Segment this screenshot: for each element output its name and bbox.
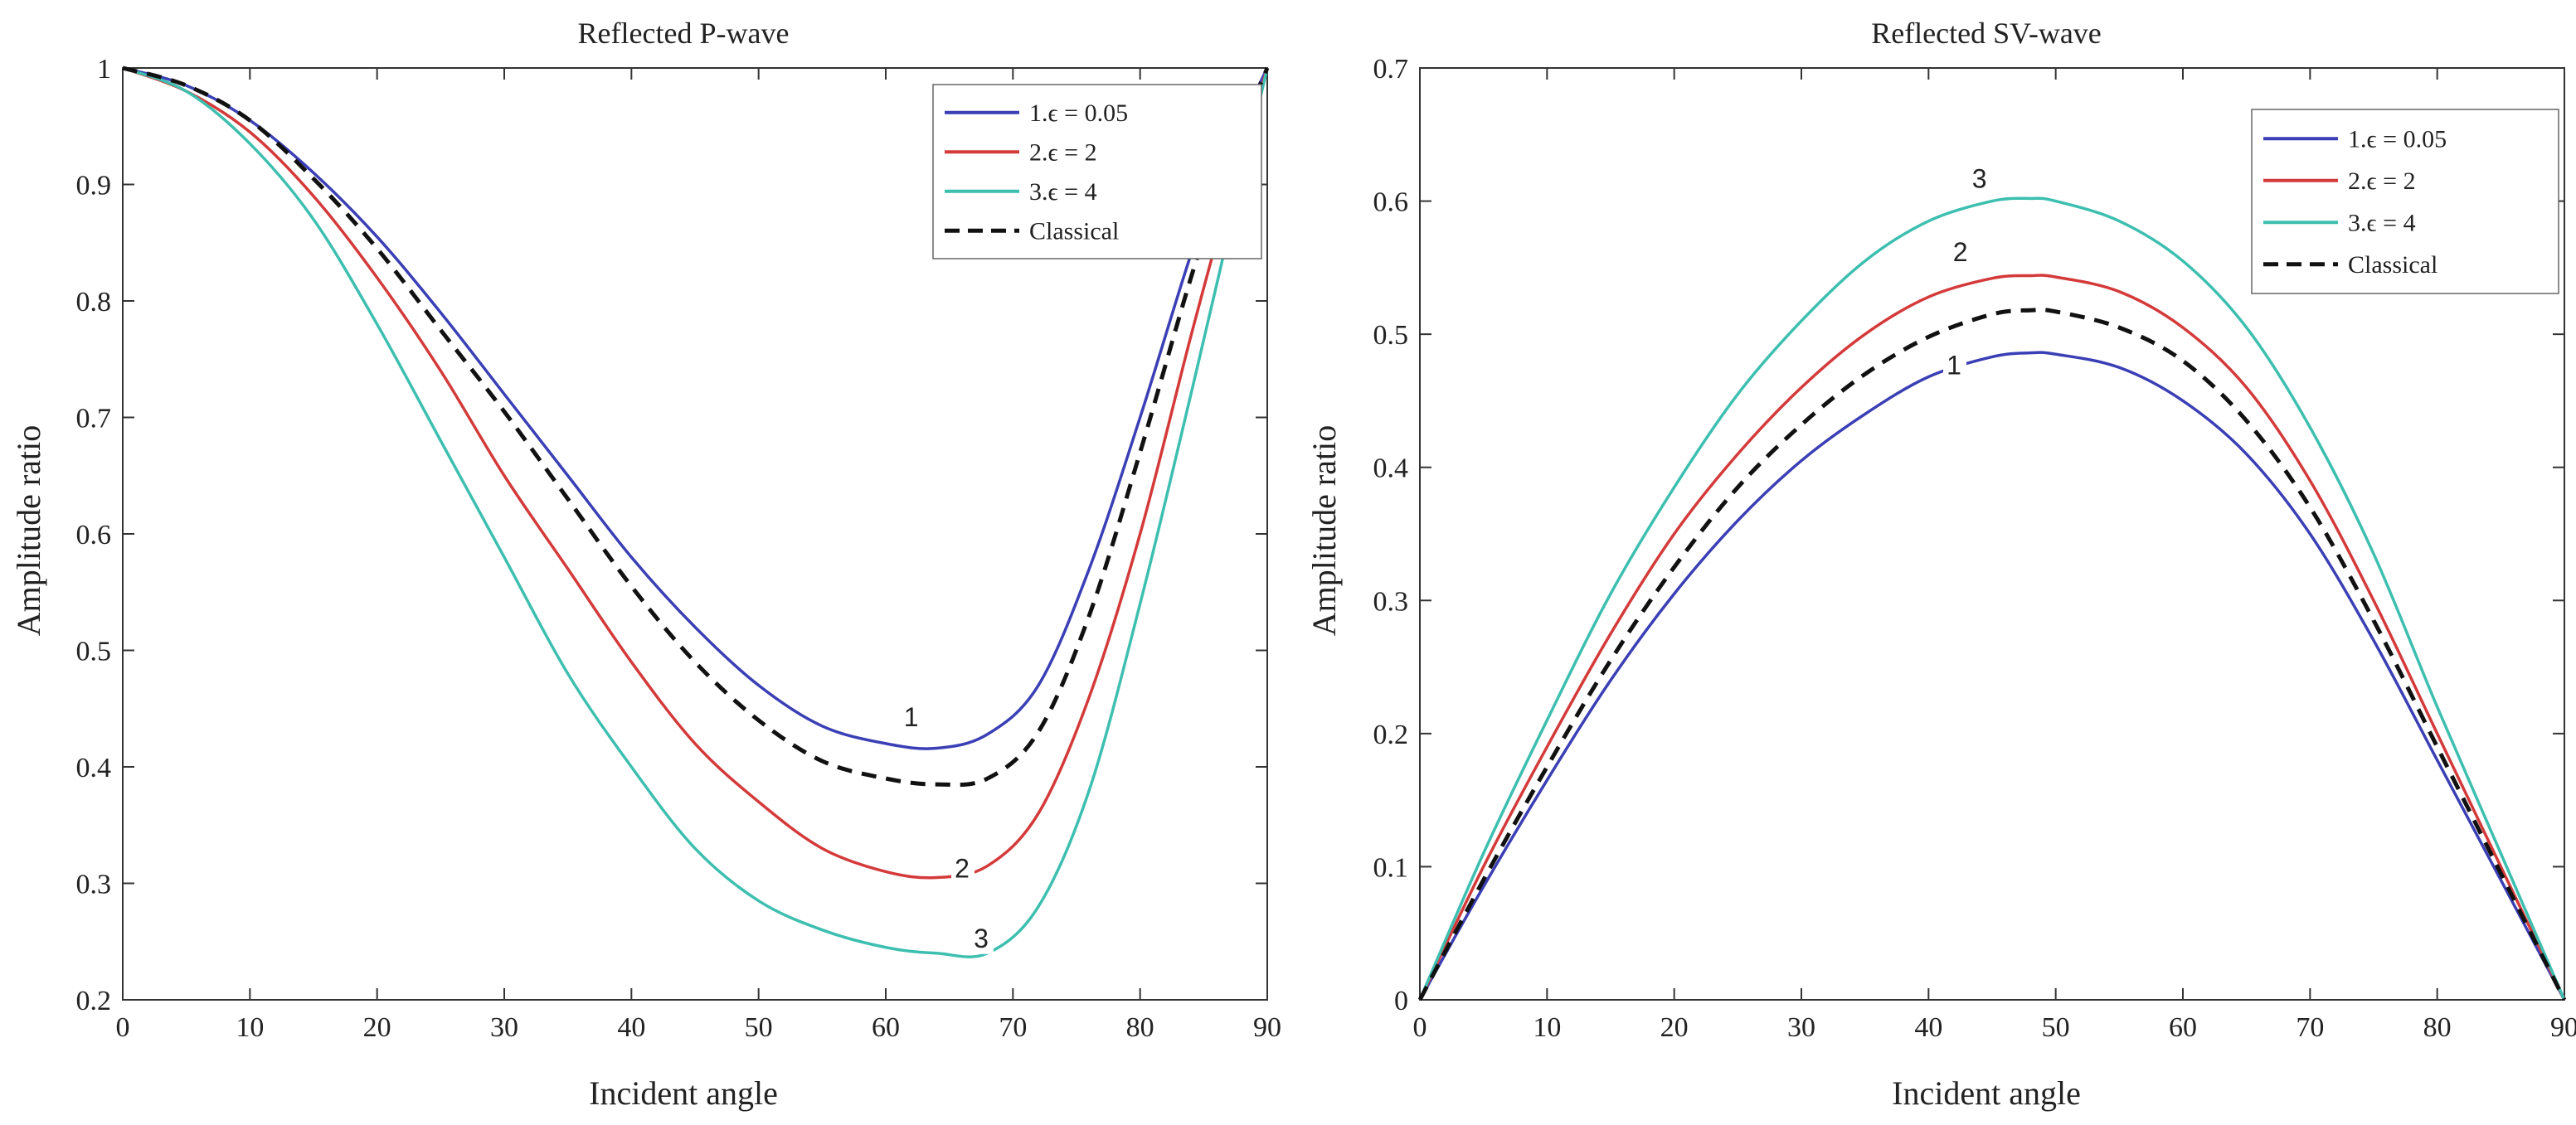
y-tick-label: 0.3 xyxy=(76,870,112,900)
y-tick-label: 0.6 xyxy=(1373,187,1409,218)
p-wave-panel: Reflected P-wave Incident angle Amplitud… xyxy=(10,17,1281,1112)
x-tick-label: 30 xyxy=(1787,1012,1815,1043)
chart-title: Reflected SV-wave xyxy=(1871,17,2102,50)
legend-label: 3.ϵ = 4 xyxy=(2348,209,2416,236)
series-line xyxy=(1418,196,2566,1001)
x-tick-label: 10 xyxy=(236,1012,264,1043)
curve-label: 1 xyxy=(1947,350,1961,380)
x-tick-label: 20 xyxy=(363,1012,391,1043)
curve-label-bg xyxy=(900,701,924,733)
x-tick-label: 10 xyxy=(1533,1012,1561,1043)
y-tick-label: 0.6 xyxy=(76,520,112,550)
legend-label: Classical xyxy=(2348,251,2437,279)
legend-label: 1.ϵ = 0.05 xyxy=(1029,99,1128,127)
y-tick-label: 0.8 xyxy=(76,287,112,318)
x-axis-label: Incident angle xyxy=(589,1074,778,1112)
series-line xyxy=(1418,351,2566,1001)
curve-label-bg xyxy=(1949,235,1973,268)
x-tick-label: 80 xyxy=(2423,1012,2452,1043)
curve-label: 3 xyxy=(1972,164,1987,194)
x-tick-label: 60 xyxy=(872,1012,900,1043)
series-line xyxy=(122,65,1270,788)
x-tick-label: 50 xyxy=(2042,1012,2070,1043)
x-tick-label: 60 xyxy=(2169,1012,2197,1043)
series-line xyxy=(122,66,1269,880)
series-line xyxy=(122,66,1269,750)
x-tick-label: 30 xyxy=(490,1012,518,1043)
x-tick-label: 50 xyxy=(745,1012,773,1043)
legend-label: Classical xyxy=(1029,217,1119,245)
x-tick-label: 80 xyxy=(1126,1012,1154,1043)
y-tick-label: 0.2 xyxy=(1373,720,1409,750)
x-tick-label: 0 xyxy=(116,1012,130,1043)
y-tick-label: 0 xyxy=(1394,986,1408,1016)
x-tick-label: 90 xyxy=(2550,1012,2576,1043)
y-tick-label: 0.5 xyxy=(76,637,112,667)
x-tick-label: 20 xyxy=(1660,1012,1689,1043)
y-tick-label: 0.9 xyxy=(76,171,112,201)
curve-label: 3 xyxy=(974,924,989,953)
series-line xyxy=(1417,308,2567,1001)
y-tick-label: 0.4 xyxy=(1373,453,1409,484)
legend-label: 1.ϵ = 0.05 xyxy=(2348,125,2447,153)
plot-frame xyxy=(1419,67,2565,1001)
y-axis-label: Amplitude ratio xyxy=(10,425,47,636)
y-tick-label: 1 xyxy=(97,54,111,85)
chart-title: Reflected P-wave xyxy=(578,17,790,50)
series-line xyxy=(1418,274,2566,1001)
curve-label-bg xyxy=(970,922,994,954)
series-line xyxy=(122,66,1269,958)
curve-label: 2 xyxy=(1953,237,1968,267)
y-tick-label: 0.7 xyxy=(76,404,112,434)
legend-label: 2.ϵ = 2 xyxy=(2348,167,2416,195)
y-tick-label: 0.3 xyxy=(1373,586,1409,617)
curve-label: 1 xyxy=(904,702,919,732)
curve-label-bg xyxy=(1968,162,1992,195)
x-tick-label: 0 xyxy=(1413,1012,1427,1043)
y-tick-label: 0.1 xyxy=(1373,852,1409,883)
x-tick-label: 70 xyxy=(2296,1012,2324,1043)
legend-label: 2.ϵ = 2 xyxy=(1029,138,1097,166)
y-tick-label: 0.2 xyxy=(76,986,112,1016)
y-axis-label: Amplitude ratio xyxy=(1305,425,1343,636)
curve-label-bg xyxy=(1943,349,1966,381)
y-tick-label: 0.7 xyxy=(1373,54,1409,85)
x-tick-label: 90 xyxy=(1253,1012,1281,1043)
curve-label: 2 xyxy=(955,853,970,883)
y-tick-label: 0.4 xyxy=(76,753,112,783)
x-tick-label: 70 xyxy=(999,1012,1027,1043)
legend-label: 3.ϵ = 4 xyxy=(1029,178,1097,206)
curve-label-bg xyxy=(951,852,975,885)
x-axis-label: Incident angle xyxy=(1892,1074,2081,1112)
x-tick-label: 40 xyxy=(1914,1012,1942,1043)
sv-wave-panel: Reflected SV-wave Incident angle Amplitu… xyxy=(1305,17,2576,1112)
x-tick-label: 40 xyxy=(617,1012,645,1043)
y-tick-label: 0.5 xyxy=(1373,320,1409,351)
